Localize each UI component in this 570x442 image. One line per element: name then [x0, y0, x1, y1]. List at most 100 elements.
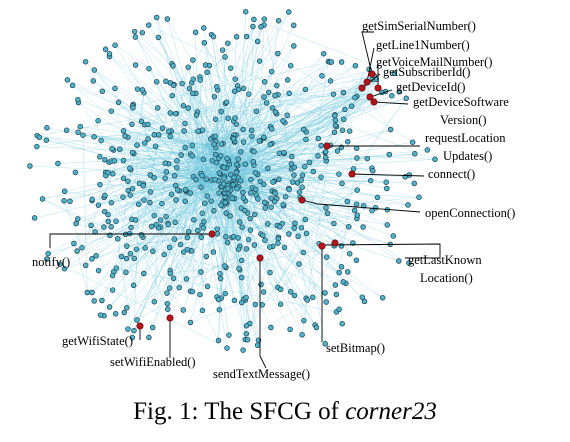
sensitive-node-getVoiceMailNumber [374, 84, 382, 92]
graph-node [174, 164, 180, 171]
graph-node [98, 137, 104, 144]
graph-node [240, 85, 247, 92]
graph-node [243, 246, 250, 252]
graph-edge [130, 172, 225, 254]
graph-node [105, 218, 112, 225]
graph-node [263, 100, 270, 106]
graph-node [140, 183, 147, 189]
graph-node [248, 176, 254, 183]
graph-node [109, 146, 115, 152]
leader-getDeviceId [369, 89, 393, 98]
graph-node [304, 297, 311, 303]
graph-edge [198, 11, 289, 158]
graph-node [145, 22, 152, 28]
graph-node [141, 197, 147, 203]
graph-node [267, 269, 273, 276]
graph-node [75, 96, 81, 103]
graph-node [412, 151, 418, 157]
graph-node [74, 248, 80, 254]
graph-edge [126, 214, 358, 247]
graph-node [132, 62, 139, 68]
graph-node [180, 249, 187, 255]
graph-node [204, 283, 211, 290]
graph-edge [274, 92, 344, 193]
graph-node [171, 173, 178, 179]
graph-node [151, 212, 157, 219]
graph-node [281, 244, 288, 251]
graph-node [254, 342, 261, 348]
graph-node [93, 253, 99, 259]
graph-node [146, 65, 152, 72]
graph-edge [191, 82, 233, 159]
graph-node [353, 257, 360, 264]
graph-edge [338, 157, 358, 273]
graph-node [242, 161, 248, 168]
graph-edge [288, 189, 308, 300]
graph-node [211, 208, 217, 214]
graph-node [187, 319, 194, 326]
graph-node [274, 82, 280, 89]
graph-node [235, 246, 242, 252]
graph-node [250, 158, 257, 165]
graph-node [120, 175, 127, 182]
graph-node [193, 112, 200, 118]
graph-node [130, 105, 136, 111]
graph-edge [126, 227, 302, 308]
graph-edge [196, 75, 375, 116]
label-line: sendTextMessage() [213, 367, 310, 381]
graph-node [138, 118, 145, 125]
graph-node [372, 205, 379, 211]
graph-edge [105, 56, 226, 173]
graph-node [101, 208, 108, 215]
graph-edge [246, 36, 413, 143]
graph-node [200, 225, 207, 231]
graph-node [199, 127, 206, 133]
graph-node [121, 309, 128, 316]
caption-prefix: Fig. 1: The SFCG of [133, 398, 346, 425]
sensitive-node-connect [348, 170, 356, 178]
graph-edge [190, 238, 279, 323]
graph-edge [215, 136, 252, 161]
graph-node [374, 194, 381, 201]
sensitive-node-setBitmap [318, 242, 326, 250]
graph-node [171, 236, 178, 242]
graph-node [120, 194, 126, 200]
graph-node [315, 135, 322, 142]
graph-node [224, 345, 230, 351]
graph-edge [132, 105, 200, 182]
graph-node [180, 307, 186, 313]
graph-node [61, 265, 68, 272]
graph-node [210, 249, 217, 255]
graph-node [123, 269, 129, 276]
graph-node [192, 29, 199, 36]
graph-node [102, 157, 108, 163]
graph-node [223, 99, 230, 105]
graph-node [261, 134, 267, 141]
graph-node [67, 198, 73, 205]
graph-node [284, 77, 291, 83]
graph-edge [171, 63, 199, 158]
leader-openConnection [301, 199, 421, 213]
graph-node [411, 180, 418, 187]
graph-node [222, 290, 228, 297]
graph-node [243, 330, 250, 337]
graph-node [295, 233, 301, 240]
sensitive-node-setWifiEnabled [166, 314, 174, 322]
graph-node [346, 223, 352, 230]
graph-node [111, 158, 118, 164]
graph-node [112, 42, 118, 48]
graph-node [251, 148, 257, 155]
graph-node [153, 14, 160, 21]
graph-edge [92, 180, 199, 200]
graph-node [286, 9, 292, 15]
graph-node [39, 196, 46, 202]
graph-edge [77, 99, 208, 287]
graph-node [323, 299, 329, 305]
graph-node [247, 215, 253, 222]
graph-node [155, 132, 162, 138]
graph-node [277, 224, 283, 230]
graph-node [145, 136, 151, 142]
graph-edge [228, 187, 303, 335]
graph-node [153, 78, 160, 85]
graph-edge [175, 82, 374, 114]
